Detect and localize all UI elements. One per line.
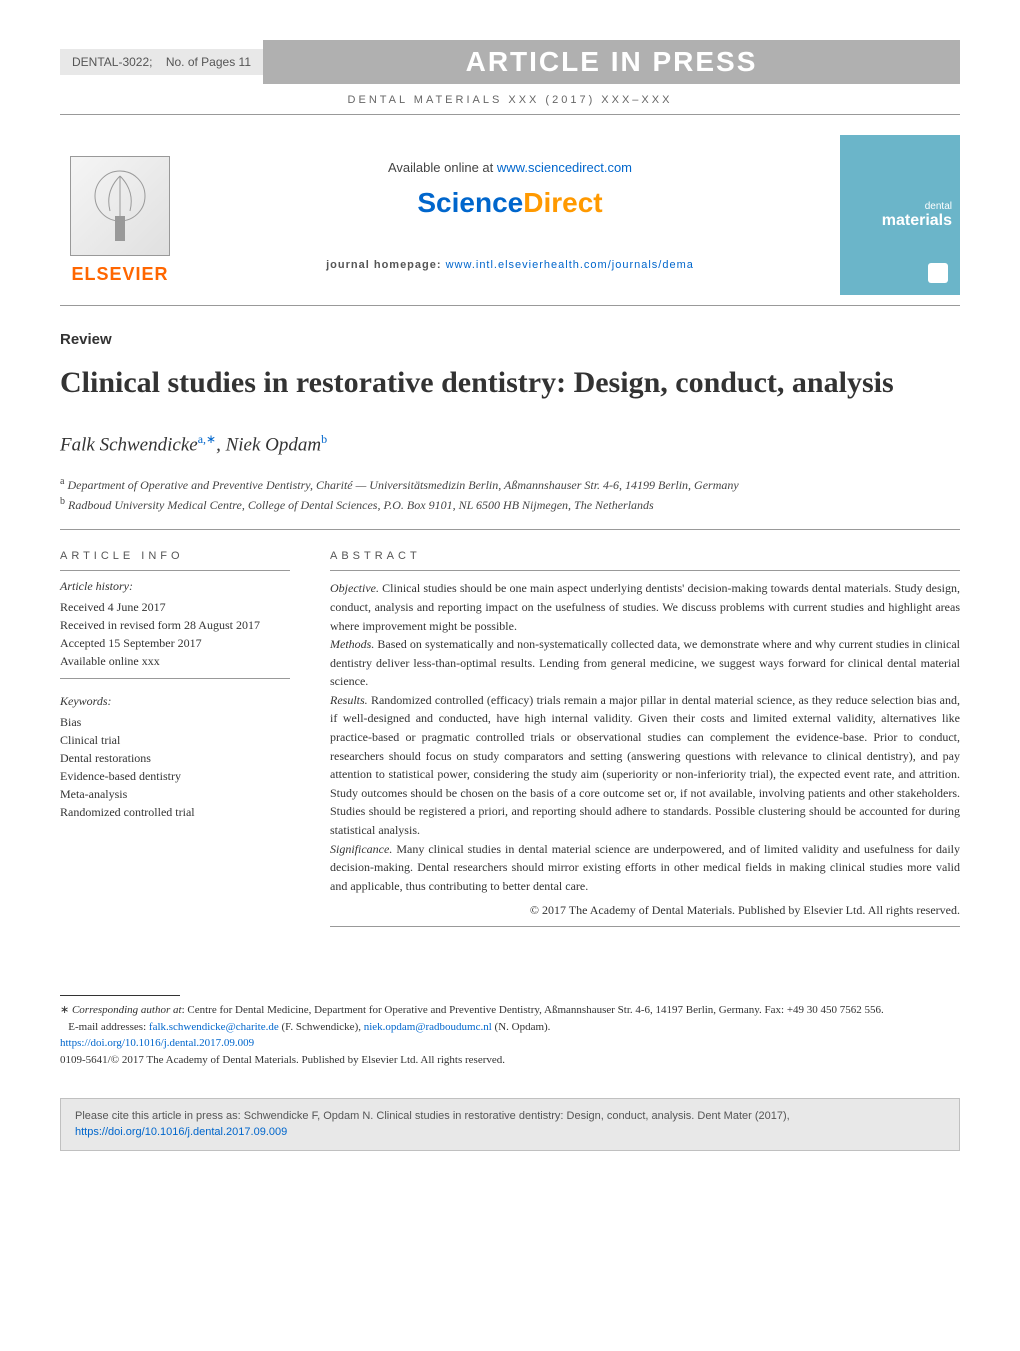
affil-a: a Department of Operative and Preventive… [60,474,960,494]
direct-text: Direct [523,187,602,218]
email-1[interactable]: falk.schwendicke@charite.de [149,1021,279,1033]
abstract-significance: Significance. Many clinical studies in d… [330,840,960,896]
science-text: Science [417,187,523,218]
cover-icon [928,263,948,283]
author-2: , Niek Opdam [216,434,321,455]
author1-sup: a,∗ [198,432,216,446]
abstract-heading: ABSTRACT [330,550,960,562]
email2-name: (N. Opdam). [492,1021,551,1033]
abstract-column: ABSTRACT Objective. Clinical studies sho… [330,550,960,935]
revised-date: Received in revised form 28 August 2017 [60,616,290,634]
header-row: DENTAL-3022; No. of Pages 11 ARTICLE IN … [60,40,960,84]
keywords-label: Keywords: [60,694,290,709]
results-text: Randomized controlled (efficacy) trials … [330,693,960,837]
footnotes: ∗ Corresponding author at: Centre for De… [60,995,960,1068]
history-label: Article history: [60,579,290,594]
article-info-column: ARTICLE INFO Article history: Received 4… [60,550,290,935]
keyword: Randomized controlled trial [60,803,290,821]
objective-text: Clinical studies should be one main aspe… [330,581,960,632]
small-divider [60,570,290,571]
doi-link[interactable]: https://doi.org/10.1016/j.dental.2017.09… [60,1037,254,1049]
article-info-heading: ARTICLE INFO [60,550,290,562]
email1-name: (F. Schwendicke), [279,1021,364,1033]
divider [60,114,960,115]
keyword: Evidence-based dentistry [60,767,290,785]
abstract-results: Results. Randomized controlled (efficacy… [330,691,960,840]
author2-sup: b [321,432,327,446]
accepted-date: Accepted 15 September 2017 [60,634,290,652]
author-1: Falk Schwendicke [60,434,198,455]
available-online: Available online at www.sciencedirect.co… [200,160,820,175]
article-type: Review [60,331,960,348]
keyword: Bias [60,713,290,731]
elsevier-text: ELSEVIER [71,264,168,285]
abstract-objective: Objective. Clinical studies should be on… [330,579,960,635]
emails: E-mail addresses: falk.schwendicke@chari… [60,1019,960,1036]
keyword: Meta-analysis [60,785,290,803]
affiliations: a Department of Operative and Preventive… [60,474,960,514]
cite-box: Please cite this article in press as: Sc… [60,1098,960,1151]
elsevier-tree-icon [70,156,170,256]
issn-line: 0109-5641/© 2017 The Academy of Dental M… [60,1052,960,1069]
abstract-copyright: © 2017 The Academy of Dental Materials. … [330,903,960,918]
journal-homepage: journal homepage: www.intl.elsevierhealt… [200,259,820,271]
article-id-box: DENTAL-3022; No. of Pages 11 [60,49,263,75]
significance-text: Many clinical studies in dental material… [330,842,960,893]
small-divider [60,678,290,679]
small-divider [330,570,960,571]
journal-cover[interactable]: dental materials [840,135,960,295]
online-date: Available online xxx [60,652,290,670]
methods-label: Methods. [330,637,374,651]
branding-row: ELSEVIER Available online at www.science… [60,135,960,295]
sciencedirect-logo[interactable]: ScienceDirect [200,187,820,219]
email-2[interactable]: niek.opdam@radboudumc.nl [364,1021,492,1033]
affil-b-text: Radboud University Medical Centre, Colle… [68,498,654,512]
elsevier-logo[interactable]: ELSEVIER [60,145,180,285]
corresponding-author: ∗ Corresponding author at: Centre for De… [60,1002,960,1019]
authors: Falk Schwendickea,∗, Niek Opdamb [60,432,960,456]
section-divider [60,529,960,530]
corr-label: Corresponding author at [72,1004,182,1016]
cover-dental: dental [840,201,960,212]
corr-text: : Centre for Dental Medicine, Department… [182,1004,884,1016]
in-press-banner: ARTICLE IN PRESS [263,40,960,84]
divider [60,305,960,306]
article-title: Clinical studies in restorative dentistr… [60,363,960,402]
keyword: Dental restorations [60,749,290,767]
affil-b: b Radboud University Medical Centre, Col… [60,494,960,514]
methods-text: Based on systematically and non-systemat… [330,637,960,688]
available-label: Available online at [388,160,493,175]
affil-a-text: Department of Operative and Preventive D… [67,478,738,492]
sciencedirect-url[interactable]: www.sciencedirect.com [497,160,632,175]
cite-doi-link[interactable]: https://doi.org/10.1016/j.dental.2017.09… [75,1126,287,1138]
homepage-url[interactable]: www.intl.elsevierhealth.com/journals/dem… [446,259,694,271]
cite-text: Please cite this article in press as: Sc… [75,1110,790,1122]
significance-label: Significance. [330,842,392,856]
keyword: Clinical trial [60,731,290,749]
sciencedirect-column: Available online at www.sciencedirect.co… [200,160,820,271]
journal-line: DENTAL MATERIALS XXX (2017) XXX–XXX [60,94,960,106]
pages-count: No. of Pages 11 [166,55,251,69]
objective-label: Objective. [330,581,379,595]
email-label: E-mail addresses: [68,1021,146,1033]
cover-materials: materials [840,212,960,230]
content-row: ARTICLE INFO Article history: Received 4… [60,550,960,935]
received-date: Received 4 June 2017 [60,598,290,616]
page-container: DENTAL-3022; No. of Pages 11 ARTICLE IN … [0,0,1020,1191]
homepage-label: journal homepage: [326,259,441,271]
article-id: DENTAL-3022; [72,55,152,69]
abstract-methods: Methods. Based on systematically and non… [330,635,960,691]
small-divider [330,926,960,927]
results-label: Results. [330,693,368,707]
